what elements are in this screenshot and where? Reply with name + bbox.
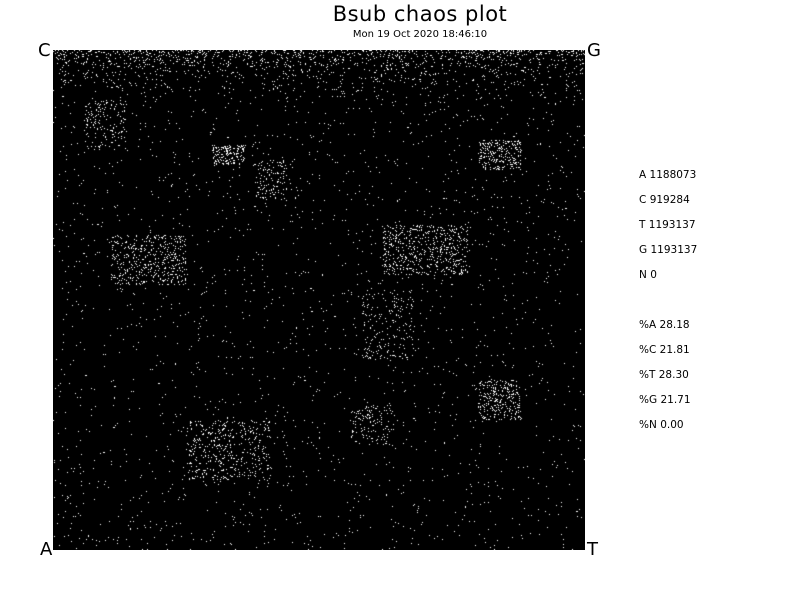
count-t-label: T [639, 219, 646, 231]
percent-a-value: 28.18 [659, 319, 690, 331]
chaos-plot-area [53, 50, 585, 550]
percent-n: %N 0.00 [639, 418, 697, 443]
corner-label-g: G [587, 40, 601, 61]
count-g-value: 1193137 [650, 244, 698, 256]
count-c-value: 919284 [649, 194, 690, 206]
count-c-label: C [639, 194, 647, 206]
percent-a-label: %A [639, 319, 657, 331]
percent-a: %A 28.18 [639, 318, 697, 343]
statistics-panel: A 1188073 C 919284 T 1193137 G 1193137 N… [639, 168, 697, 443]
corner-label-c: C [38, 40, 51, 61]
percent-g: %G 21.71 [639, 393, 697, 418]
chart-title: Bsub chaos plot [332, 2, 508, 26]
count-g-label: G [639, 244, 648, 256]
count-n-label: N [639, 269, 647, 281]
percent-t: %T 28.30 [639, 368, 697, 393]
count-n-value: 0 [650, 269, 657, 281]
count-n: N 0 [639, 268, 697, 293]
chart-timestamp: Mon 19 Oct 2020 18:46:10 [352, 29, 488, 40]
percent-g-value: 21.71 [660, 394, 691, 406]
corner-label-a: A [40, 539, 53, 560]
percent-c-value: 21.81 [659, 344, 690, 356]
percent-t-value: 28.30 [658, 369, 689, 381]
percent-n-value: 0.00 [660, 419, 684, 431]
percent-c-label: %C [639, 344, 657, 356]
count-c: C 919284 [639, 193, 697, 218]
percent-g-label: %G [639, 394, 658, 406]
percent-t-label: %T [639, 369, 656, 381]
count-t-value: 1193137 [648, 219, 696, 231]
count-a-label: A [639, 169, 647, 181]
percent-n-label: %N [639, 419, 657, 431]
count-a: A 1188073 [639, 168, 697, 193]
count-g: G 1193137 [639, 243, 697, 268]
percent-c: %C 21.81 [639, 343, 697, 368]
count-a-value: 1188073 [649, 169, 697, 181]
count-t: T 1193137 [639, 218, 697, 243]
corner-label-t: T [587, 539, 598, 560]
